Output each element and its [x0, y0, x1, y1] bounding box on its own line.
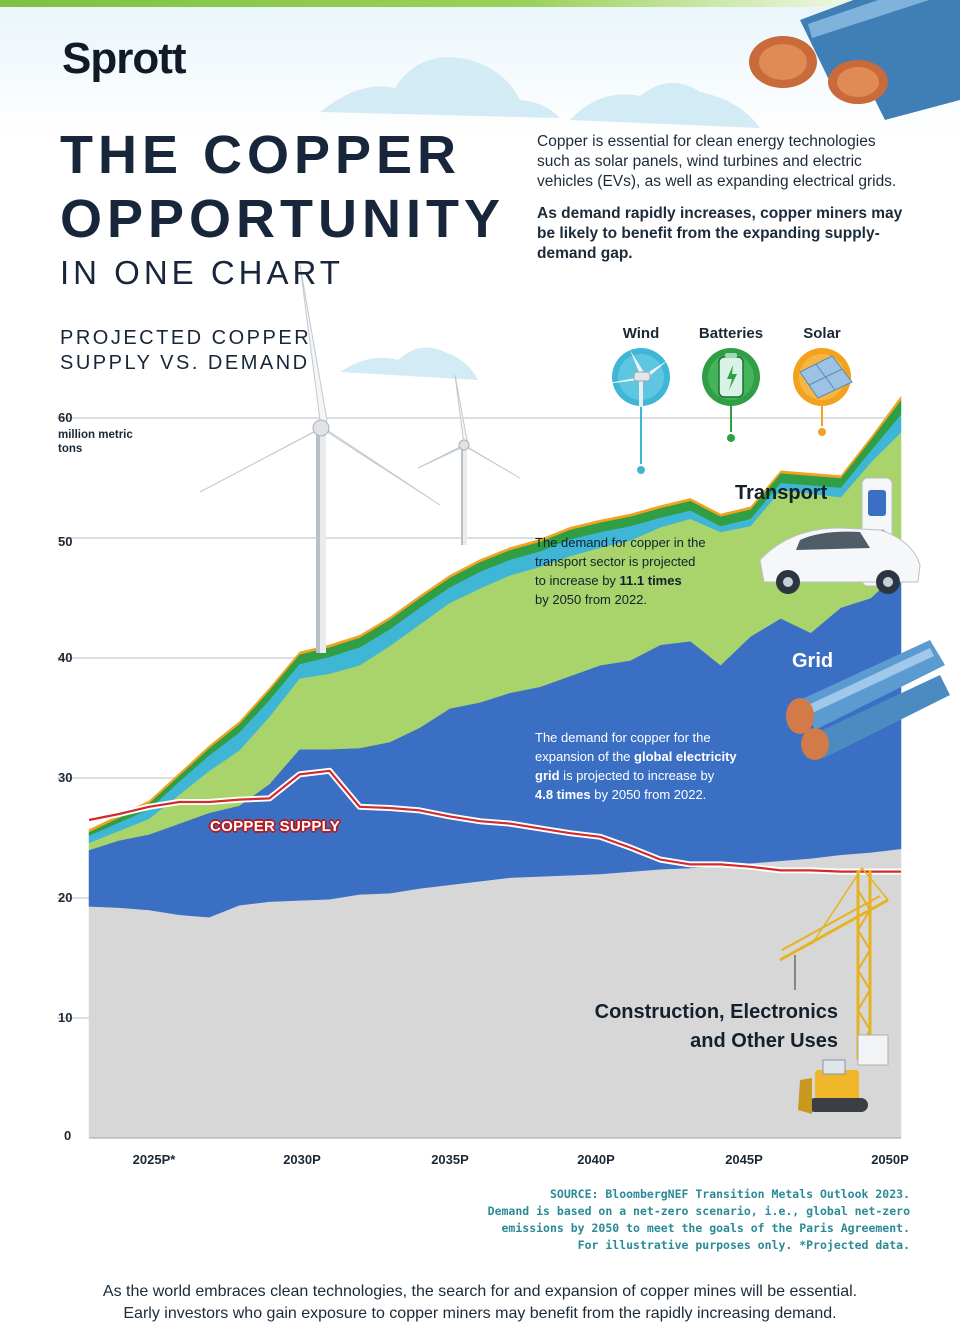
x-tick-label: 2040P: [577, 1152, 615, 1167]
cloud-icon: [320, 57, 760, 586]
grid-line: The demand for copper for the: [535, 730, 711, 745]
transport-line: by 2050 from 2022.: [535, 592, 648, 607]
page-title-line2: OPPORTUNITY: [60, 189, 506, 249]
y-tick-label: 30: [58, 770, 73, 785]
construction-crane-icon: [779, 867, 889, 1060]
x-tick-label: 2050P: [871, 1152, 909, 1167]
transport-multiplier: 11.1 times: [619, 573, 682, 588]
grid-line: grid is projected to increase by: [535, 766, 795, 785]
y-axis-label: million metric tons: [58, 429, 133, 455]
y-tick-label: 60: [58, 410, 73, 425]
battery-tech-icon: [702, 348, 760, 444]
electric-car-icon: [759, 477, 921, 594]
copper-cable-icon: [749, 0, 960, 120]
footer-line: As the world embraces clean technologies…: [102, 1283, 858, 1300]
construction-label-line: and Other Uses: [690, 1030, 838, 1052]
page-title-line1: THE COPPER: [60, 125, 462, 185]
transport-line-text: to increase by: [535, 573, 620, 588]
wind-turbine-small-icon: [417, 374, 521, 545]
wind-turbine-icon: [199, 264, 441, 653]
x-tick-label: 2025P*: [132, 1152, 176, 1167]
grid-cable-icon: [786, 640, 950, 760]
source-line: SOURCE: BloombergNEF Transition Metals O…: [549, 1187, 910, 1201]
grid-line: 4.8 times by 2050 from 2022.: [535, 785, 795, 804]
legend-batteries: Batteries: [698, 325, 764, 342]
grid-description: The demand for copper for the expansion …: [535, 728, 795, 804]
footer-text: As the world embraces clean technologies…: [20, 1281, 940, 1325]
top-accent-bar: [0, 0, 960, 7]
y-tick-label: 40: [58, 650, 73, 665]
construction-label-line: Construction, Electronics: [594, 1001, 838, 1023]
intro-bold-text: As demand rapidly increases, copper mine…: [537, 205, 903, 262]
copper-supply-label: COPPER SUPPLY: [210, 818, 341, 835]
transport-label: Transport: [735, 482, 828, 504]
page-title-line3: IN ONE CHART: [60, 254, 344, 291]
solar-tech-icon: [793, 348, 853, 438]
source-line: For illustrative purposes only. *Project…: [577, 1238, 910, 1252]
transport-description: The demand for copper in the transport s…: [535, 533, 785, 609]
x-tick-label: 2045P: [725, 1152, 763, 1167]
grid-label: Grid: [792, 650, 834, 672]
source-line: emissions by 2050 to meet the goals of t…: [501, 1221, 911, 1235]
wind-tech-icon: [598, 348, 670, 476]
grid-line-text: by 2050 from 2022.: [590, 787, 707, 802]
footer-line: Early investors who gain exposure to cop…: [123, 1305, 837, 1322]
stacked-areas: [88, 395, 902, 1139]
bulldozer-icon: [798, 1034, 889, 1114]
y-tick-label: 50: [58, 534, 73, 549]
source-line: Demand is based on a net-zero scenario, …: [487, 1204, 910, 1218]
transport-line: The demand for copper in the: [535, 535, 706, 550]
y-tick-label: 20: [58, 890, 73, 905]
source-note: SOURCE: BloombergNEF Transition Metals O…: [430, 1186, 910, 1254]
grid-line-bold: global electricity: [634, 749, 737, 764]
grid-line-text: expansion of the: [535, 749, 635, 764]
grid-line: expansion of the global electricity: [535, 747, 795, 766]
intro-text: Copper is essential for clean energy tec…: [537, 133, 897, 190]
y-tick-label: 10: [58, 1010, 73, 1025]
grid-line-text: is projected to increase by: [559, 768, 715, 783]
copper-supply-line: [88, 767, 901, 875]
area-solar: [88, 395, 902, 833]
brand-logo: Sprott: [62, 34, 187, 83]
legend-solar: Solar: [803, 325, 841, 342]
transport-line: to increase by 11.1 times: [535, 571, 785, 590]
y-tick-label: 0: [64, 1128, 72, 1143]
grid-multiplier: 4.8 times: [535, 787, 591, 802]
grid-line-bold: grid: [535, 768, 560, 783]
construction-label: Construction, Electronics and Other Uses: [572, 998, 838, 1056]
supply-line-path: [88, 769, 901, 873]
x-tick-label: 2030P: [283, 1152, 321, 1167]
chart-title: PROJECTED COPPER SUPPLY VS. DEMAND: [60, 327, 312, 374]
x-tick-label: 2035P: [431, 1152, 469, 1167]
legend-wind: Wind: [622, 325, 660, 342]
transport-line: transport sector is projected: [535, 554, 696, 569]
